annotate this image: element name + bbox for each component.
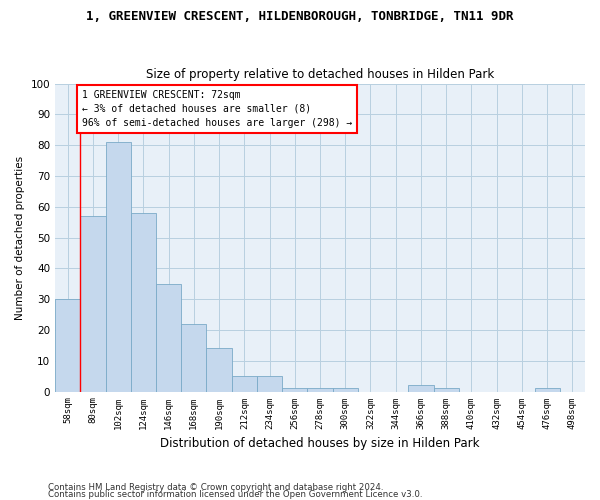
Text: Contains HM Land Registry data © Crown copyright and database right 2024.: Contains HM Land Registry data © Crown c… xyxy=(48,484,383,492)
Bar xyxy=(181,324,206,392)
Y-axis label: Number of detached properties: Number of detached properties xyxy=(15,156,25,320)
Bar xyxy=(332,388,358,392)
Bar xyxy=(156,284,181,392)
Text: 1, GREENVIEW CRESCENT, HILDENBOROUGH, TONBRIDGE, TN11 9DR: 1, GREENVIEW CRESCENT, HILDENBOROUGH, TO… xyxy=(86,10,514,23)
Bar xyxy=(55,299,80,392)
Bar xyxy=(206,348,232,392)
Bar xyxy=(282,388,307,392)
Text: 1 GREENVIEW CRESCENT: 72sqm
← 3% of detached houses are smaller (8)
96% of semi-: 1 GREENVIEW CRESCENT: 72sqm ← 3% of deta… xyxy=(82,90,353,128)
Text: Contains public sector information licensed under the Open Government Licence v3: Contains public sector information licen… xyxy=(48,490,422,499)
Bar xyxy=(535,388,560,392)
Bar xyxy=(257,376,282,392)
Bar xyxy=(106,142,131,392)
Bar xyxy=(409,386,434,392)
Bar xyxy=(131,213,156,392)
Bar xyxy=(434,388,459,392)
Bar xyxy=(307,388,332,392)
Bar xyxy=(80,216,106,392)
X-axis label: Distribution of detached houses by size in Hilden Park: Distribution of detached houses by size … xyxy=(160,437,480,450)
Title: Size of property relative to detached houses in Hilden Park: Size of property relative to detached ho… xyxy=(146,68,494,81)
Bar xyxy=(232,376,257,392)
